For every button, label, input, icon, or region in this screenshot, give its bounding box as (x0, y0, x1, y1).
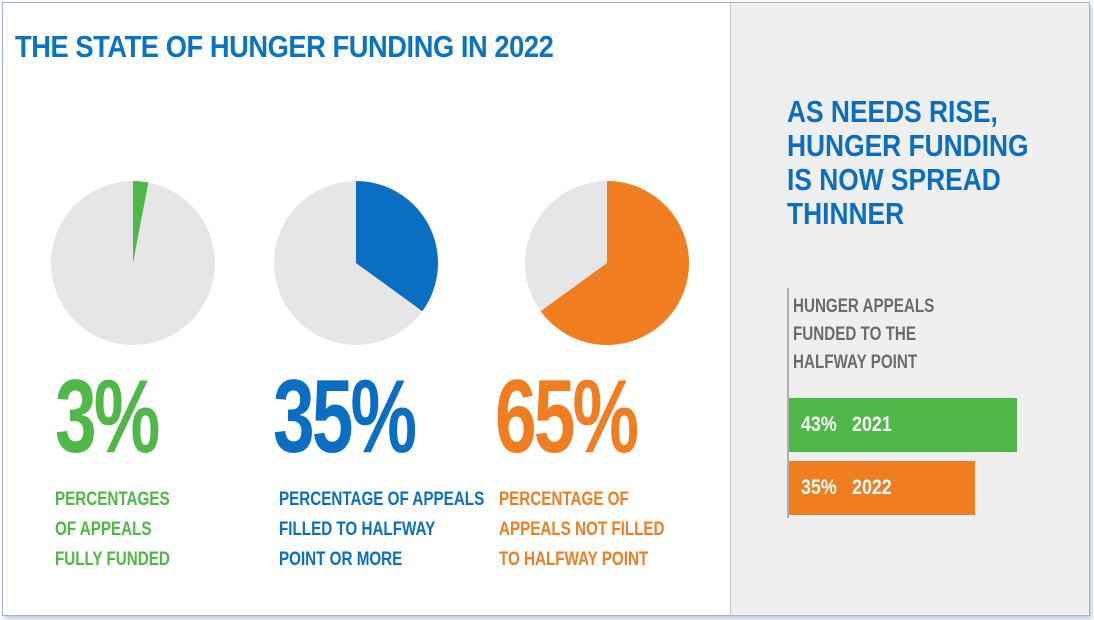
bar-2021-label: 43% 2021 (801, 413, 907, 437)
page-title: THE STATE OF HUNGER FUNDING IN 2022 (15, 29, 554, 64)
pie-3-value-label: 65% (495, 359, 639, 475)
bar-2022-category: 2022 (852, 476, 892, 499)
bar-chart-subtitle: HUNGER APPEALS FUNDED TO THE HALFWAY POI… (793, 296, 935, 373)
bar-axis (787, 288, 789, 518)
pie-charts (51, 181, 689, 345)
bar-2022: 35% 2022 (789, 461, 975, 515)
side-panel: AS NEEDS RISE, HUNGER FUNDING IS NOW SPR… (730, 3, 1089, 614)
bar-2022-value: 35% (801, 476, 837, 499)
pie-1-caption: PERCENTAGES OF APPEALS FULLY FUNDED (55, 489, 170, 570)
pie-1-highlight-slice (133, 181, 149, 263)
pie-2-caption: PERCENTAGE OF APPEALS FILLED TO HALFWAY … (279, 489, 485, 570)
bar-2021-value: 43% (801, 413, 837, 436)
pie-1-value-label: 3% (55, 359, 160, 475)
bar-2021: 43% 2021 (789, 398, 1017, 452)
bar-2021-category: 2021 (852, 413, 892, 436)
pie-2-highlight-slice (356, 181, 438, 312)
pie-3-caption: PERCENTAGE OF APPEALS NOT FILLED TO HALF… (499, 489, 665, 570)
pie-2-value-label: 35% (273, 359, 417, 475)
side-panel-title: AS NEEDS RISE, HUNGER FUNDING IS NOW SPR… (787, 94, 1029, 231)
bar-2022-label: 35% 2022 (801, 476, 907, 500)
pie-3-highlight-slice (540, 181, 689, 345)
